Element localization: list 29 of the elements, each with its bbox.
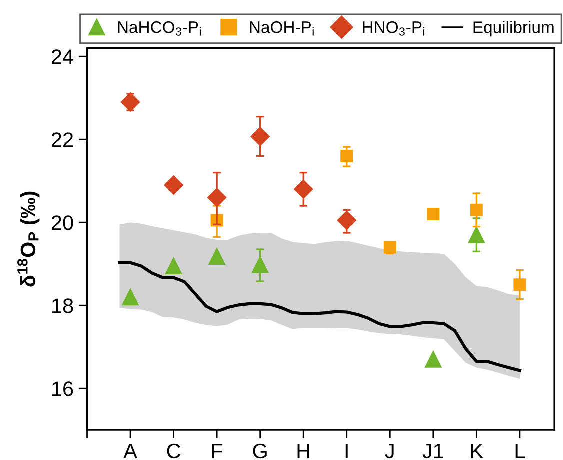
x-tick-label: J: [385, 444, 394, 459]
legend-label: NaHCO$_{3}$-P$_{i}$: [118, 22, 201, 36]
legend-label: NaOH-P$_{i}$: [250, 22, 314, 36]
y-tick-label: 24: [52, 50, 74, 64]
y-tick-label: 16: [52, 382, 74, 396]
y-tick-label: 18: [52, 298, 74, 314]
point: [468, 226, 486, 244]
legend-label: HNO$_{3}$-P$_{i}$: [363, 22, 425, 36]
x-tick-label: K: [471, 444, 484, 458]
y-tick-label: 20: [52, 216, 74, 230]
y-tick-label: 22: [52, 132, 74, 148]
point: [122, 288, 139, 306]
line-series: [118, 261, 522, 372]
point: [425, 351, 442, 368]
point: [427, 208, 440, 221]
y-axis-title: δ$^{18}$O$_{P}$ (‰): [17, 192, 40, 287]
x-tick-label: L: [516, 444, 526, 458]
x-tick-label: J1: [422, 444, 444, 459]
point: [164, 176, 184, 195]
point: [384, 241, 396, 254]
x-tick-label: C: [167, 444, 181, 459]
point: [165, 258, 182, 275]
point: [208, 248, 226, 265]
x-tick-label: I: [346, 444, 348, 458]
x-tick-label: H: [298, 444, 310, 458]
x-tick-label: G: [253, 444, 267, 459]
legend-label: Equilibrium: [474, 21, 554, 37]
x-tick-label: F: [212, 444, 223, 458]
x-tick-label: A: [124, 444, 138, 458]
